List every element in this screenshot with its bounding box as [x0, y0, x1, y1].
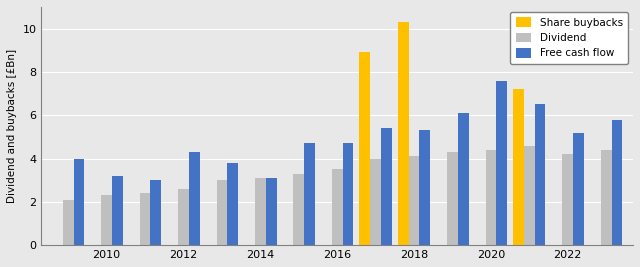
Bar	[74, 159, 84, 245]
Bar	[496, 81, 507, 245]
Bar	[458, 113, 468, 245]
Bar	[409, 156, 419, 245]
Bar	[227, 163, 238, 245]
Bar	[178, 189, 189, 245]
Bar	[189, 152, 200, 245]
Bar	[447, 152, 458, 245]
Bar	[524, 146, 534, 245]
Bar	[150, 180, 161, 245]
Bar	[112, 176, 123, 245]
Bar	[342, 143, 353, 245]
Bar	[332, 169, 342, 245]
Bar	[398, 22, 409, 245]
Bar	[266, 178, 276, 245]
Bar	[612, 120, 622, 245]
Bar	[513, 89, 524, 245]
Bar	[140, 193, 150, 245]
Bar	[486, 150, 496, 245]
Bar	[63, 200, 74, 245]
Bar	[601, 150, 612, 245]
Legend: Share buybacks, Dividend, Free cash flow: Share buybacks, Dividend, Free cash flow	[510, 12, 628, 64]
Bar	[419, 130, 430, 245]
Y-axis label: Dividend and buybacks [£Bn]: Dividend and buybacks [£Bn]	[7, 49, 17, 203]
Bar	[101, 195, 112, 245]
Bar	[360, 52, 371, 245]
Bar	[304, 143, 315, 245]
Bar	[534, 104, 545, 245]
Bar	[573, 133, 584, 245]
Bar	[371, 159, 381, 245]
Bar	[563, 154, 573, 245]
Bar	[381, 128, 392, 245]
Bar	[293, 174, 304, 245]
Bar	[255, 178, 266, 245]
Bar	[216, 180, 227, 245]
